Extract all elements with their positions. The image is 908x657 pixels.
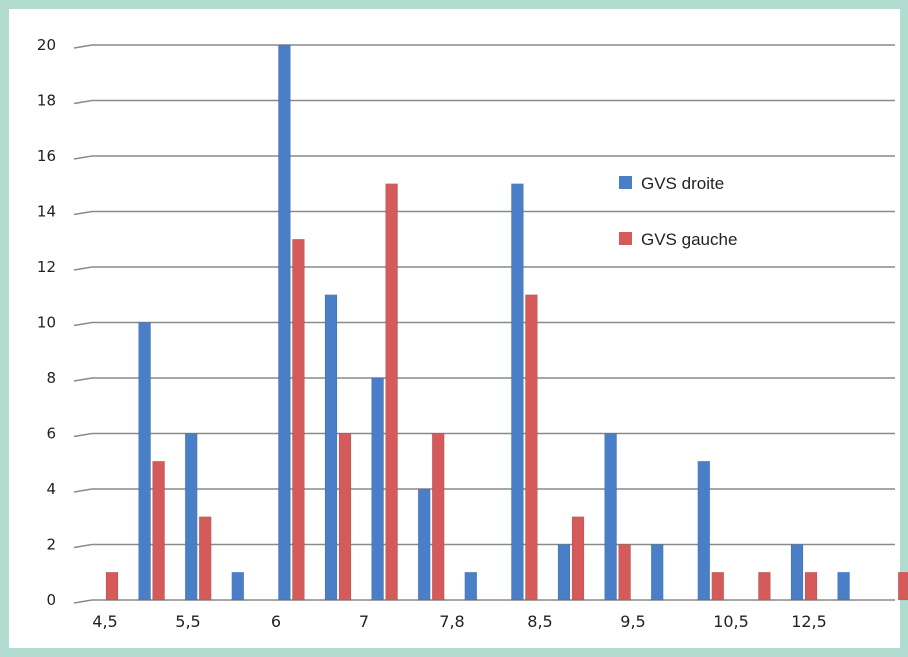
gridline-0 [73,599,895,604]
bar-gvs-droite-7-5 [417,488,431,601]
gridline-10 [73,321,895,327]
bar-gvs-gauche-7-5 [431,433,445,601]
y-tick-label: 14 [37,203,56,221]
y-tick-label: 10 [37,314,56,332]
y-tick-label: 20 [37,36,56,54]
bar-gvs-droite-7 [371,377,384,601]
legend-swatch-gvs-droite [619,176,632,189]
bar-gvs-gauche-8-5 [571,516,585,601]
bar-gvs-gauche-7 [385,183,398,601]
gridline-8 [73,377,895,382]
bar-gvs-droite-8 [511,183,524,601]
bar-gvs-droite-10 [697,460,711,601]
legend-label-gvs-droite: GVS droite [641,174,724,193]
bar-gvs-gauche-10 [711,571,725,601]
x-tick-label: 8,5 [527,612,552,631]
bar-gvs-gauche-8 [525,294,538,601]
gridline-20 [73,44,895,49]
y-axis-ticks: 0 2 4 6 8 10 12 14 16 18 20 [37,36,56,609]
x-tick-label: 6 [271,612,281,631]
gridline-14 [73,210,895,216]
x-tick-label: 4,5 [92,612,117,631]
y-tick-label: 4 [46,480,56,498]
y-tick-label: 18 [37,92,56,110]
legend-label-gvs-gauche: GVS gauche [641,230,737,249]
y-tick-label: 6 [46,425,56,443]
bar-gvs-gauche-5-5 [198,516,212,601]
bar-gvs-droite-7-8 [464,571,478,601]
bar-gvs-gauche-4-5 [105,571,119,601]
y-tick-label: 12 [37,258,56,276]
bar-gvs-droite-6-5 [324,294,338,601]
x-axis-ticks: 4,5 5,5 6 7 7,8 8,5 9,5 10,5 12,5 [92,612,827,631]
bar-gvs-droite-8-5 [557,544,571,601]
bar-gvs-gauche-6 [292,238,305,601]
x-tick-label: 10,5 [713,612,749,631]
bar-gvs-droite-11 [790,544,804,601]
bar-gvs-gauche-5 [152,460,165,601]
bar-gvs-gauche-11 [804,571,818,601]
bar-gvs-droite-9 [604,433,617,601]
bars [105,44,908,601]
gridline-18 [73,99,895,105]
gridline-16 [73,155,895,160]
gridlines [73,44,895,604]
bar-gvs-droite-6 [278,44,291,601]
gridline-6 [73,432,895,438]
legend: GVS droite GVS gauche [619,174,737,249]
bar-gvs-droite-5-5 [184,433,198,601]
bar-gvs-gauche-9 [618,544,631,601]
x-tick-label: 5,5 [175,612,200,631]
bar-gvs-droite-9-5 [650,544,664,601]
bar-gvs-droite-5-8 [231,571,245,601]
y-tick-label: 2 [46,536,56,554]
x-tick-label: 9,5 [620,612,645,631]
bar-gvs-droite-5 [138,322,151,601]
gridline-4 [73,488,895,493]
x-tick-label: 12,5 [791,612,827,631]
gridline-12 [73,266,895,271]
x-tick-label: 7,8 [439,612,464,631]
y-tick-label: 8 [46,369,56,387]
legend-swatch-gvs-gauche [619,232,632,245]
y-tick-label: 16 [37,147,56,165]
bar-gvs-gauche-6-5 [338,433,352,601]
y-tick-label: 0 [46,591,56,609]
x-tick-label: 7 [359,612,369,631]
bar-gvs-gauche-13 [897,571,908,601]
bar-gvs-droite-12-5 [837,571,850,601]
bar-gvs-gauche-10-5 [758,571,771,601]
